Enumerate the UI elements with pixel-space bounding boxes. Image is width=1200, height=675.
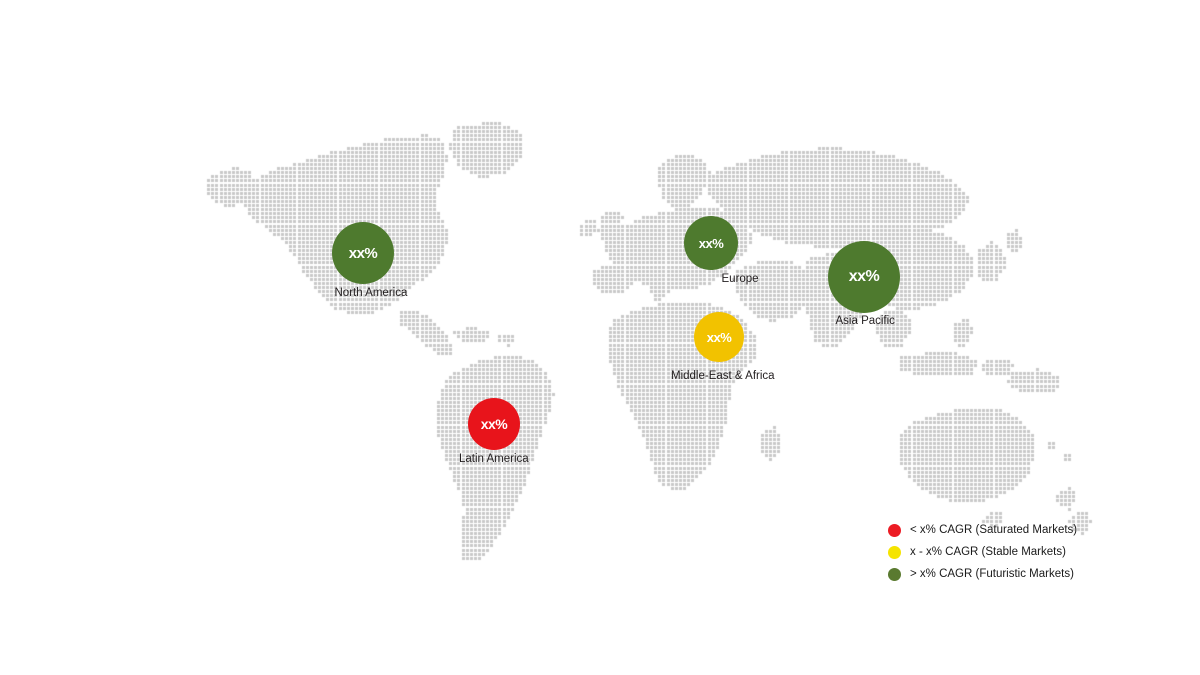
bubble-value-latin-america: xx%	[480, 416, 508, 432]
legend-dot-saturated-icon	[888, 523, 901, 537]
bubble-value-europe: xx%	[698, 235, 724, 251]
legend-item-stable[interactable]: x - x% CAGR (Stable Markets)	[888, 541, 1077, 563]
legend-dot-futuristic-icon	[888, 567, 901, 581]
legend: < x% CAGR (Saturated Markets) x - x% CAGR…	[888, 519, 1077, 585]
region-label-asia-pacific: Asia Pacific	[835, 315, 895, 327]
bubble-europe[interactable]: xx%	[684, 216, 738, 270]
legend-item-futuristic[interactable]: > x% CAGR (Futuristic Markets)	[888, 563, 1077, 585]
bubble-middle-east-africa[interactable]: xx%	[694, 312, 744, 362]
bubble-latin-america[interactable]: xx%	[468, 398, 520, 450]
bubble-asia-pacific[interactable]: xx%	[828, 241, 900, 313]
legend-item-saturated[interactable]: < x% CAGR (Saturated Markets)	[888, 519, 1077, 541]
region-label-north-america: North America	[334, 287, 408, 299]
bubble-value-north-america: xx%	[348, 244, 378, 262]
legend-label-saturated: < x% CAGR (Saturated Markets)	[910, 523, 1078, 536]
legend-label-futuristic: > x% CAGR (Futuristic Markets)	[910, 567, 1074, 580]
legend-label-stable: x - x% CAGR (Stable Markets)	[910, 545, 1066, 558]
bubble-value-middle-east-africa: xx%	[706, 329, 732, 345]
region-label-latin-america: Latin America	[459, 453, 529, 465]
bubble-north-america[interactable]: xx%	[332, 222, 394, 284]
bubble-value-asia-pacific: xx%	[848, 268, 880, 285]
region-label-europe: Europe	[721, 273, 759, 285]
region-label-middle-east-africa: Middle-East & Africa	[671, 370, 775, 382]
legend-dot-stable-icon	[888, 545, 901, 559]
